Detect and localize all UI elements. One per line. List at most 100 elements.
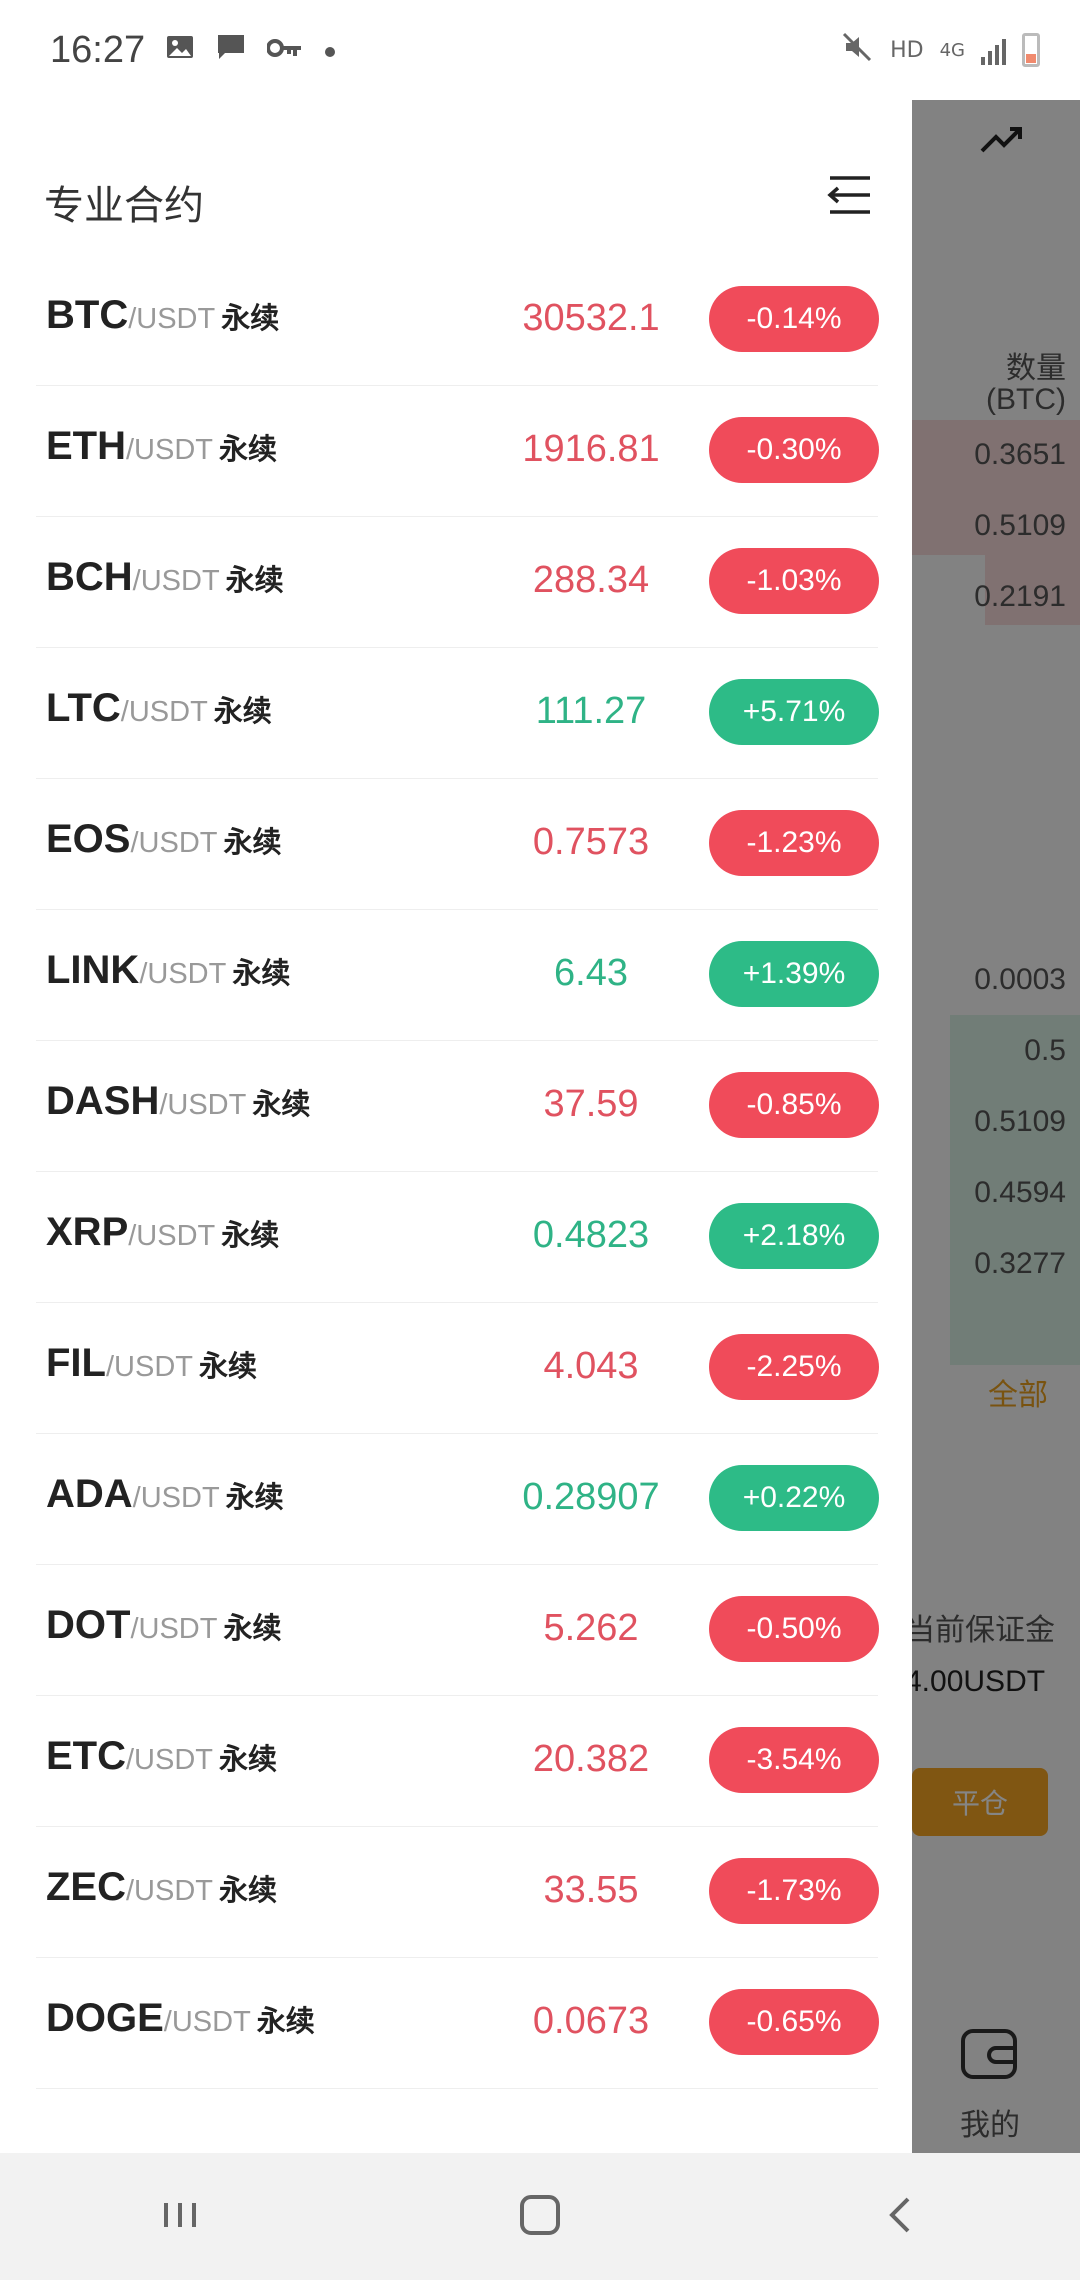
mute-icon [840,30,874,70]
image-icon [165,33,195,67]
change-badge: +0.22% [709,1465,879,1531]
last-price: 6.43 [554,952,628,994]
filter-all[interactable]: 全部 [988,1379,1048,1412]
pair-name: ZEC/USDT 永续 [46,1865,277,1910]
quote-currency: /USDT [126,1744,213,1776]
contract-type: 永续 [198,1349,257,1383]
recent-apps-icon [150,2185,210,2249]
quote-currency: /USDT [163,2006,251,2038]
battery-icon [1022,33,1040,67]
change-badge: -3.54% [709,1727,879,1793]
symbol: ETH [46,424,126,468]
collapse-menu-icon[interactable] [826,175,872,215]
symbol: LTC [46,686,121,730]
pair-name: XRP/USDT 永续 [46,1210,279,1255]
quote-currency: /USDT [159,1089,247,1121]
change-badge: -0.65% [709,1989,879,2055]
contract-type: 永续 [256,2004,315,2038]
wallet-icon [960,2028,1018,2084]
market-row[interactable]: EOS/USDT 永续 0.7573 -1.23% [36,779,879,910]
quote-currency: /USDT [132,565,220,597]
symbol: LINK [46,948,140,992]
market-row[interactable]: ETC/USDT 永续 20.382 -3.54% [36,1696,879,1827]
symbol: DOGE [46,1996,164,2040]
market-row[interactable]: DOT/USDT 永续 5.262 -0.50% [36,1565,879,1696]
symbol: ADA [46,1472,133,1516]
pair-name: ETH/USDT 永续 [46,424,277,469]
change-badge: -1.03% [709,548,879,614]
symbol: DOT [46,1603,131,1647]
contract-type: 永续 [223,825,282,859]
qty-label: 数量 [1006,352,1066,385]
market-row[interactable]: BCH/USDT 永续 288.34 -1.03% [36,517,879,648]
market-row[interactable]: ZEC/USDT 永续 33.55 -1.73% [36,1827,879,1958]
contract-type: 永续 [221,301,280,335]
bid-qty: 0.5 [1024,1034,1066,1067]
status-time: 16:27 [50,28,146,71]
last-price: 0.7573 [532,821,650,863]
ask-qty: 0.3651 [974,438,1066,471]
close-position-button[interactable]: 平仓 [912,1768,1048,1836]
contract-type: 永续 [219,432,278,466]
quote-currency: /USDT [128,1220,216,1252]
change-badge: +5.71% [709,679,879,745]
symbol: DASH [46,1079,160,1123]
market-row[interactable]: XRP/USDT 永续 0.4823 +2.18% [36,1172,879,1303]
symbol: EOS [46,817,131,861]
market-row[interactable]: LTC/USDT 永续 111.27 +5.71% [36,648,879,779]
dot-icon [323,35,337,65]
change-badge: -1.73% [709,1858,879,1924]
recent-apps-button[interactable] [120,2177,240,2257]
last-price: 288.34 [532,559,650,601]
last-price: 0.4823 [532,1214,650,1256]
quote-currency: /USDT [139,958,227,990]
bid-qty: 0.0003 [974,963,1066,996]
quote-currency: /USDT [105,1351,193,1383]
contract-type: 永续 [219,1873,278,1907]
drawer-title: 专业合约 [44,183,204,229]
last-price: 33.55 [543,1869,639,1911]
symbol: XRP [46,1210,129,1254]
market-row[interactable]: ETH/USDT 永续 1916.81 -0.30% [36,386,879,517]
market-row[interactable]: BTC/USDT 永续 30532.1 -0.14% [36,255,879,386]
ask-depth-bar [985,555,1080,625]
pair-name: ETC/USDT 永续 [46,1734,277,1779]
symbol: ZEC [46,1865,126,1909]
bid-qty: 0.5109 [974,1105,1066,1138]
back-icon [870,2185,930,2249]
market-row[interactable]: DOGE/USDT 永续 0.0673 -0.65% [36,1958,879,2089]
status-right: HD 4G [840,30,1040,70]
quote-currency: /USDT [132,1482,220,1514]
contract-type: 永续 [213,694,272,728]
pair-name: LINK/USDT 永续 [46,948,290,993]
quote-currency: /USDT [126,1875,213,1907]
last-price: 1916.81 [522,428,660,470]
back-button[interactable] [840,2177,960,2257]
symbol: BCH [46,555,133,599]
market-row[interactable]: LINK/USDT 永续 6.43 +1.39% [36,910,879,1041]
contract-type: 永续 [219,1742,278,1776]
market-row[interactable]: ADA/USDT 永续 0.28907 +0.22% [36,1434,879,1565]
quote-currency: /USDT [120,696,208,728]
change-badge: -0.50% [709,1596,879,1662]
market-row[interactable]: FIL/USDT 永续 4.043 -2.25% [36,1303,879,1434]
change-badge: -1.23% [709,810,879,876]
key-icon [266,35,303,65]
hd-label: HD [890,37,924,63]
last-price: 4.043 [543,1345,639,1387]
pair-name: DASH/USDT 永续 [46,1079,310,1124]
system-nav-bar [0,2153,1080,2280]
trend-icon [980,123,1024,157]
quote-currency: /USDT [130,1613,218,1645]
network-type: 4G [939,39,965,61]
home-button[interactable] [480,2177,600,2257]
change-badge: +1.39% [709,941,879,1007]
last-price: 37.59 [543,1083,639,1125]
nav-mine[interactable]: 我的 [960,2109,1020,2142]
pair-name: LTC/USDT 永续 [46,686,272,731]
margin-label: 当前保证金 [905,1614,1055,1647]
pair-name: EOS/USDT 永续 [46,817,282,862]
ask-depth-bar [912,420,1080,555]
market-row[interactable]: DASH/USDT 永续 37.59 -0.85% [36,1041,879,1172]
quote-currency: /USDT [130,827,218,859]
